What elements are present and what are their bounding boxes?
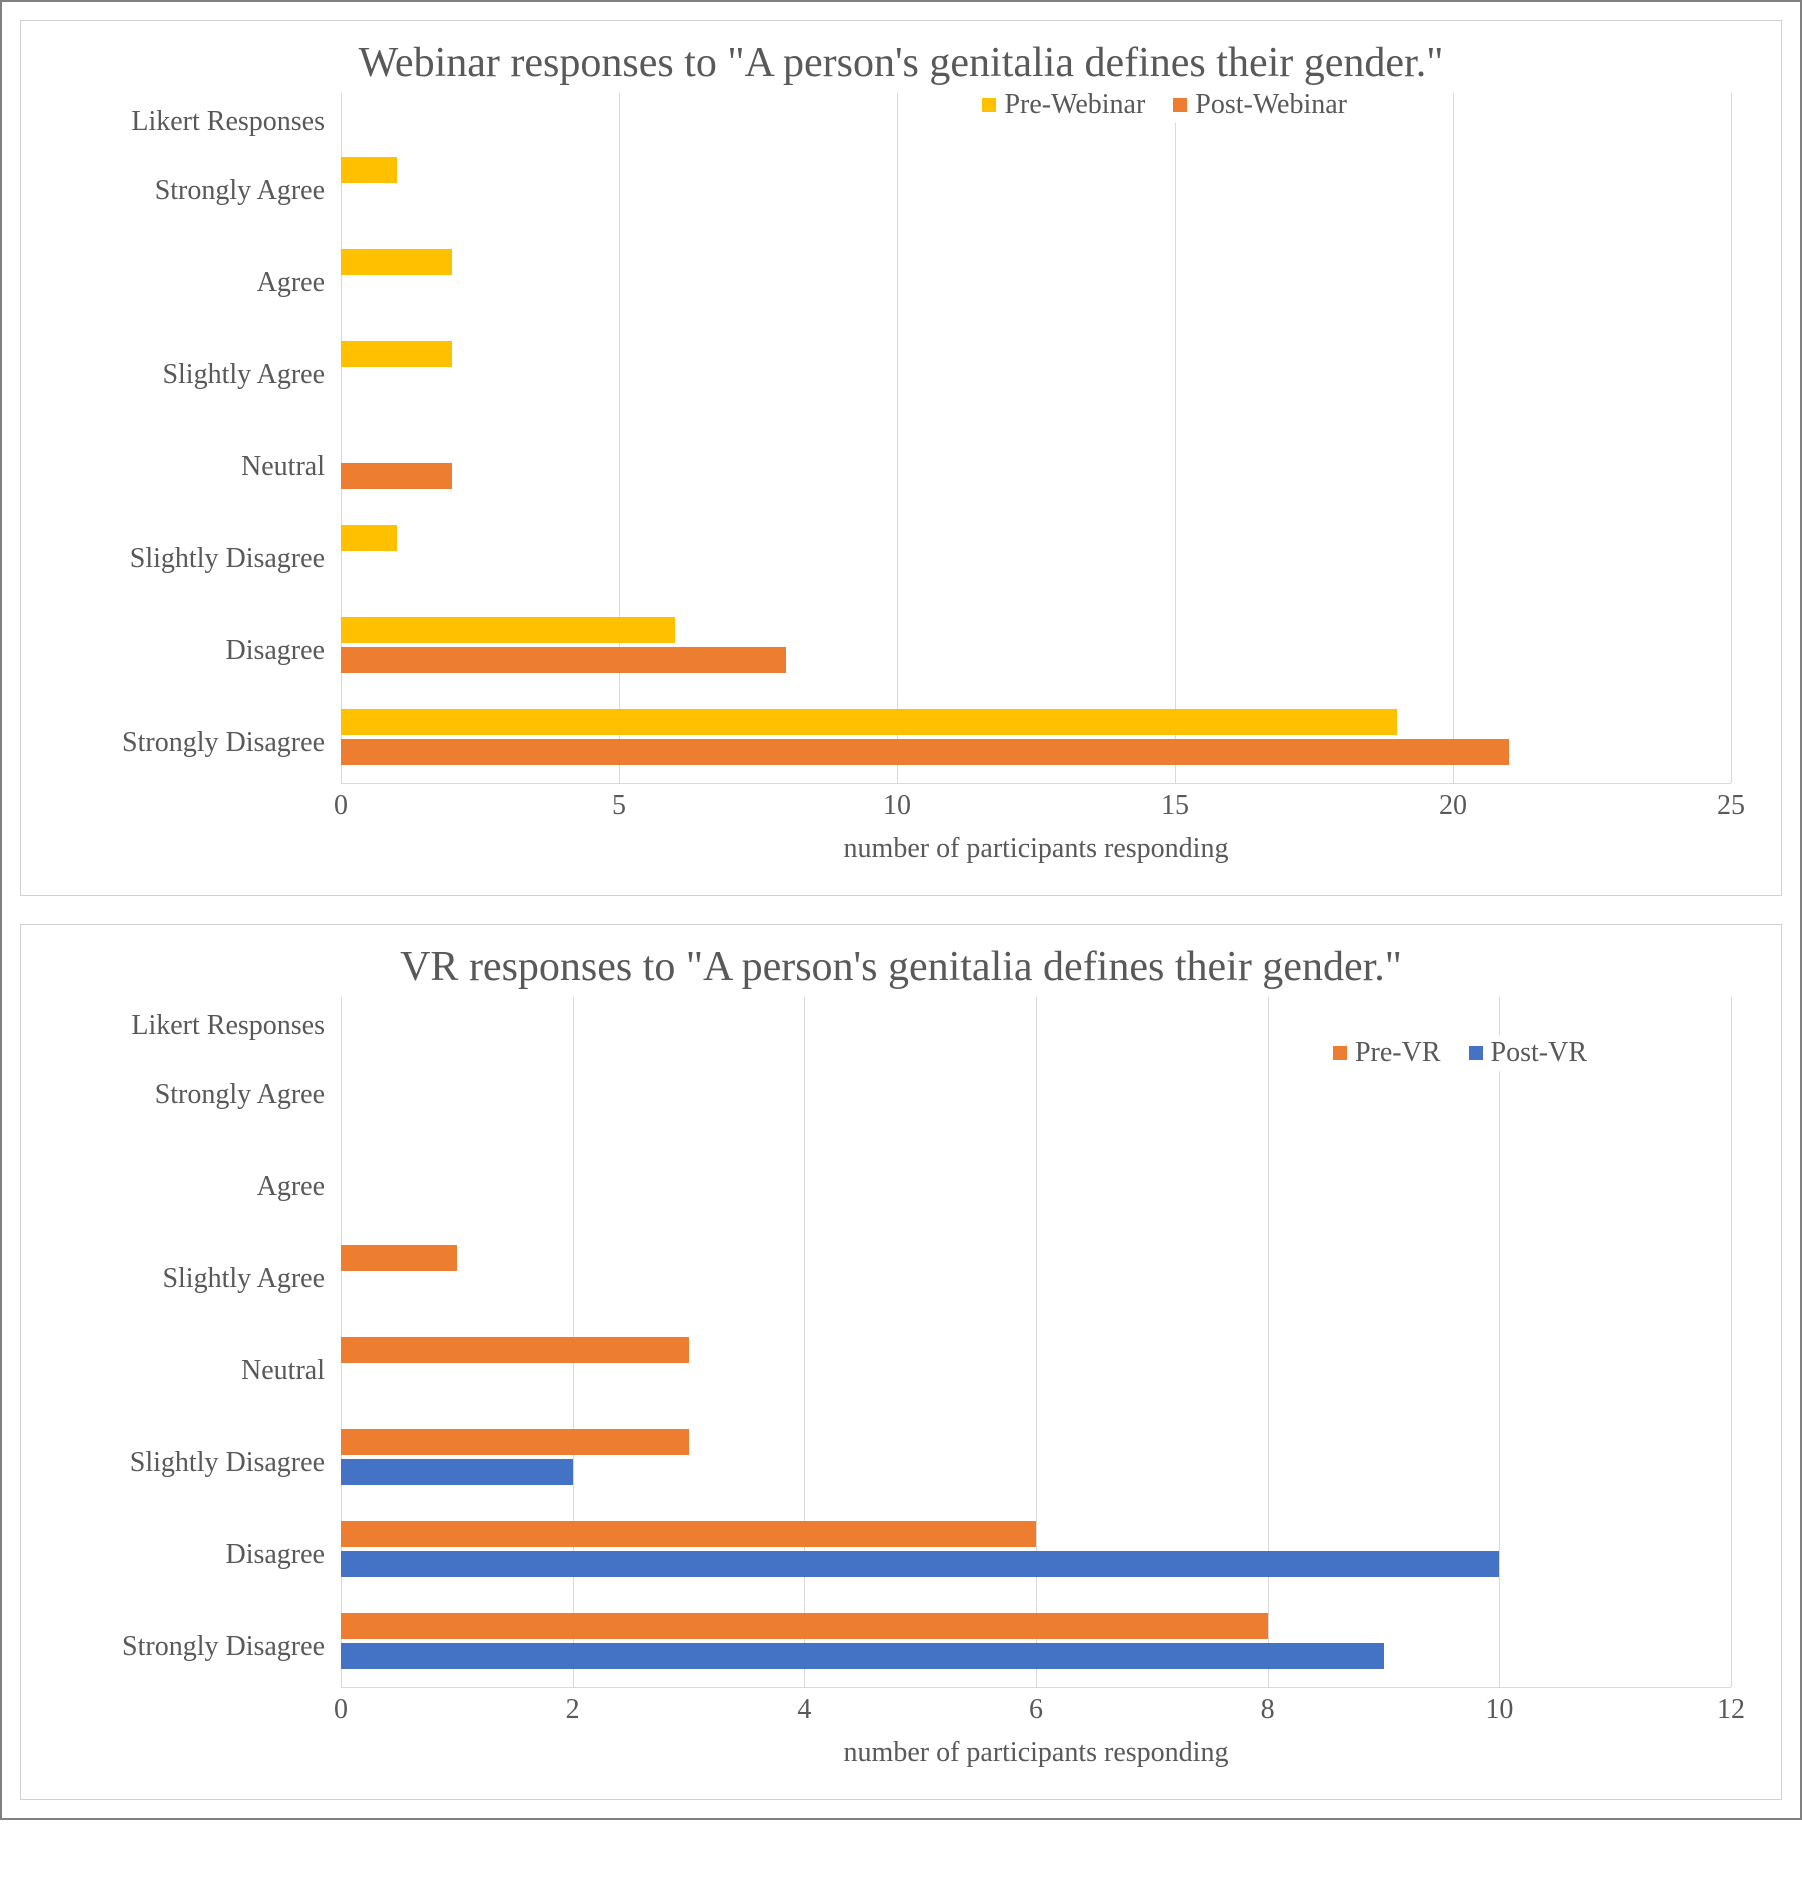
legend-item: Pre-VR	[1333, 1037, 1441, 1069]
bar	[341, 1245, 457, 1271]
x-axis-title: number of participants responding	[341, 829, 1781, 895]
y-category-label: Strongly Agree	[21, 1049, 341, 1141]
bar	[341, 709, 1397, 735]
x-tick-label: 8	[1261, 1694, 1275, 1726]
x-tick-label: 15	[1161, 790, 1189, 822]
chart-title: VR responses to "A person's genitalia de…	[21, 925, 1781, 997]
chart-body: Likert ResponsesStrongly AgreeAgreeSligh…	[21, 997, 1781, 1733]
bar	[341, 1613, 1268, 1639]
bar	[341, 1643, 1384, 1669]
chart-vr: VR responses to "A person's genitalia de…	[20, 924, 1782, 1800]
y-category-label: Slightly Agree	[21, 329, 341, 421]
y-category-label: Agree	[21, 237, 341, 329]
y-category-label: Disagree	[21, 605, 341, 697]
y-axis-header: Likert Responses	[21, 99, 341, 145]
bar	[341, 1459, 573, 1485]
bar	[341, 1551, 1499, 1577]
legend: Pre-VR Post-VR	[1329, 1035, 1591, 1071]
x-title-row: number of participants responding	[21, 1733, 1781, 1799]
chart-webinar: Webinar responses to "A person's genital…	[20, 20, 1782, 896]
bars-layer	[341, 93, 1731, 783]
bar	[341, 1337, 689, 1363]
legend-label: Post-VR	[1491, 1037, 1587, 1069]
x-tick-label: 6	[1029, 1694, 1043, 1726]
bar	[341, 739, 1509, 765]
legend-swatch	[1333, 1046, 1347, 1060]
x-tick-label: 20	[1439, 790, 1467, 822]
plot-wrap: 024681012	[341, 997, 1731, 1733]
bar	[341, 647, 786, 673]
x-tick-label: 10	[1485, 1694, 1513, 1726]
x-tick-label: 5	[612, 790, 626, 822]
y-category-label: Slightly Disagree	[21, 1417, 341, 1509]
y-category-label: Slightly Agree	[21, 1233, 341, 1325]
chart-title: Webinar responses to "A person's genital…	[21, 21, 1781, 93]
x-tick-label: 2	[566, 1694, 580, 1726]
bar	[341, 463, 452, 489]
grid-line	[1731, 93, 1732, 783]
y-category-label: Strongly Disagree	[21, 697, 341, 789]
bar	[341, 341, 452, 367]
x-tick-label: 10	[883, 790, 911, 822]
x-axis: 0510152025	[341, 783, 1731, 829]
bar	[341, 249, 452, 275]
y-category-label: Disagree	[21, 1509, 341, 1601]
x-title-row: number of participants responding	[21, 829, 1781, 895]
legend-label: Pre-VR	[1355, 1037, 1441, 1069]
bar	[341, 617, 675, 643]
x-axis-title: number of participants responding	[341, 1733, 1781, 1799]
bar	[341, 157, 397, 183]
page: Webinar responses to "A person's genital…	[0, 0, 1802, 1820]
bar	[341, 1429, 689, 1455]
x-tick-label: 0	[334, 790, 348, 822]
spacer	[21, 1733, 341, 1799]
bar	[341, 525, 397, 551]
legend-label: Pre-Webinar	[1004, 89, 1145, 121]
x-tick-label: 12	[1717, 1694, 1745, 1726]
x-tick-label: 4	[797, 1694, 811, 1726]
y-category-label: Strongly Disagree	[21, 1601, 341, 1693]
y-category-label: Agree	[21, 1141, 341, 1233]
bars-layer	[341, 997, 1731, 1687]
plot-area	[341, 93, 1731, 783]
x-tick-label: 0	[334, 1694, 348, 1726]
y-category-label: Neutral	[21, 1325, 341, 1417]
y-axis-labels: Likert ResponsesStrongly AgreeAgreeSligh…	[21, 93, 341, 829]
legend: Pre-Webinar Post-Webinar	[978, 87, 1351, 123]
plot-area	[341, 997, 1731, 1687]
legend-label: Post-Webinar	[1195, 89, 1347, 121]
x-tick-label: 25	[1717, 790, 1745, 822]
spacer	[21, 829, 341, 895]
legend-item: Pre-Webinar	[982, 89, 1145, 121]
chart-body: Likert ResponsesStrongly AgreeAgreeSligh…	[21, 93, 1781, 829]
y-category-label: Slightly Disagree	[21, 513, 341, 605]
legend-item: Post-Webinar	[1173, 89, 1347, 121]
legend-swatch	[1469, 1046, 1483, 1060]
x-axis: 024681012	[341, 1687, 1731, 1733]
bar	[341, 1521, 1036, 1547]
y-axis-header: Likert Responses	[21, 1003, 341, 1049]
legend-swatch	[1173, 98, 1187, 112]
y-category-label: Strongly Agree	[21, 145, 341, 237]
y-axis-labels: Likert ResponsesStrongly AgreeAgreeSligh…	[21, 997, 341, 1733]
legend-item: Post-VR	[1469, 1037, 1587, 1069]
grid-line	[1731, 997, 1732, 1687]
plot-wrap: 0510152025	[341, 93, 1731, 829]
legend-swatch	[982, 98, 996, 112]
y-category-label: Neutral	[21, 421, 341, 513]
